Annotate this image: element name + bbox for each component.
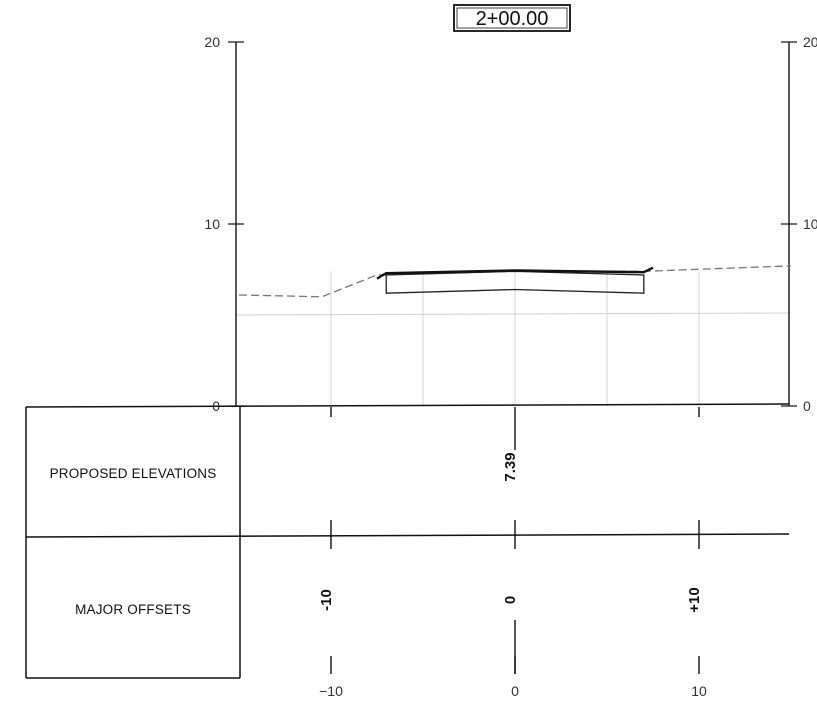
- left-axis-tick-label: 10: [204, 216, 220, 232]
- offset-axis-tick-label: −10: [319, 683, 343, 699]
- station-label-text: 2+00.00: [476, 8, 549, 30]
- left-axis-tick-label: 20: [204, 34, 220, 50]
- right-axis-tick-label: 10: [803, 216, 817, 232]
- reference-line: [235, 312, 790, 316]
- major-offset-value: +10: [686, 587, 703, 612]
- cross-section-plot: 2+00.002010020100: [204, 4, 817, 414]
- major-offset-value: 0: [502, 596, 519, 604]
- table-top-border: [25, 403, 790, 408]
- proposed-surface-line: [376, 266, 654, 280]
- station-label-box: [453, 4, 571, 32]
- offset-axis-tick-label: 0: [511, 683, 519, 699]
- proposed-elevation-value: 7.39: [502, 452, 519, 481]
- right-axis-tick-label: 20: [803, 34, 817, 50]
- row-label-major-offsets: MAJOR OFFSETS: [75, 602, 191, 617]
- row-label-proposed-elevations: PROPOSED ELEVATIONS: [50, 466, 217, 481]
- offset-axis-tick-label: 10: [691, 683, 707, 699]
- table-row-divider: [25, 533, 790, 538]
- data-table: PROPOSED ELEVATIONS MAJOR OFFSETS 7.39 -10 0…: [25, 403, 790, 699]
- right-axis-tick-label: 0: [803, 398, 811, 414]
- station-label-inner-box: [456, 7, 568, 29]
- station-label: 2+00.00: [453, 4, 571, 32]
- major-offset-value: -10: [318, 589, 335, 611]
